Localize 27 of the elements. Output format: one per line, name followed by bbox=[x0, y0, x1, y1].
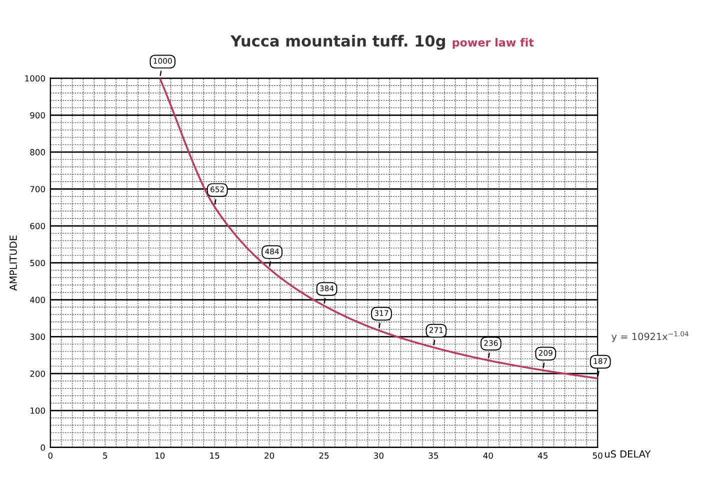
y-tick-label: 0 bbox=[40, 444, 45, 451]
text: y = 10921x$^{−1.04}$ bbox=[612, 331, 688, 342]
y-tick-label: 100 bbox=[30, 407, 45, 414]
y-tick-label: 1000 bbox=[25, 75, 45, 82]
x-tick-label: 40 bbox=[483, 452, 493, 459]
y-tick-label: 500 bbox=[30, 260, 45, 266]
x-tick-label: 25 bbox=[319, 452, 329, 459]
y-tick-label: 900 bbox=[30, 112, 45, 118]
x-tick-label: 45 bbox=[538, 452, 548, 459]
chart-title: Yucca mountain tuff. 10g bbox=[230, 34, 445, 50]
y-axis-title: AMPLITUDE bbox=[10, 236, 17, 291]
y-tick-label: 300 bbox=[30, 334, 45, 340]
y-tick-label: 200 bbox=[30, 370, 45, 377]
x-tick-label: 15 bbox=[210, 452, 220, 459]
y-tick-label: 700 bbox=[30, 186, 45, 192]
y-tick-label: 800 bbox=[30, 149, 45, 156]
x-tick-label: 50 bbox=[592, 452, 602, 459]
x-tick-label: 10 bbox=[155, 452, 165, 459]
y-tick-label: 600 bbox=[30, 222, 45, 230]
x-tick-label: 20 bbox=[264, 452, 274, 459]
x-tick-label: 5 bbox=[103, 452, 108, 459]
y-tick-label: 400 bbox=[30, 296, 45, 304]
x-tick-label: 30 bbox=[374, 452, 384, 459]
chart-subtitle: power law fit bbox=[452, 38, 534, 49]
x-tick-label: 35 bbox=[428, 452, 438, 459]
x-tick-label: 0 bbox=[48, 452, 52, 459]
x-axis-title: uS DELAY bbox=[604, 450, 651, 458]
